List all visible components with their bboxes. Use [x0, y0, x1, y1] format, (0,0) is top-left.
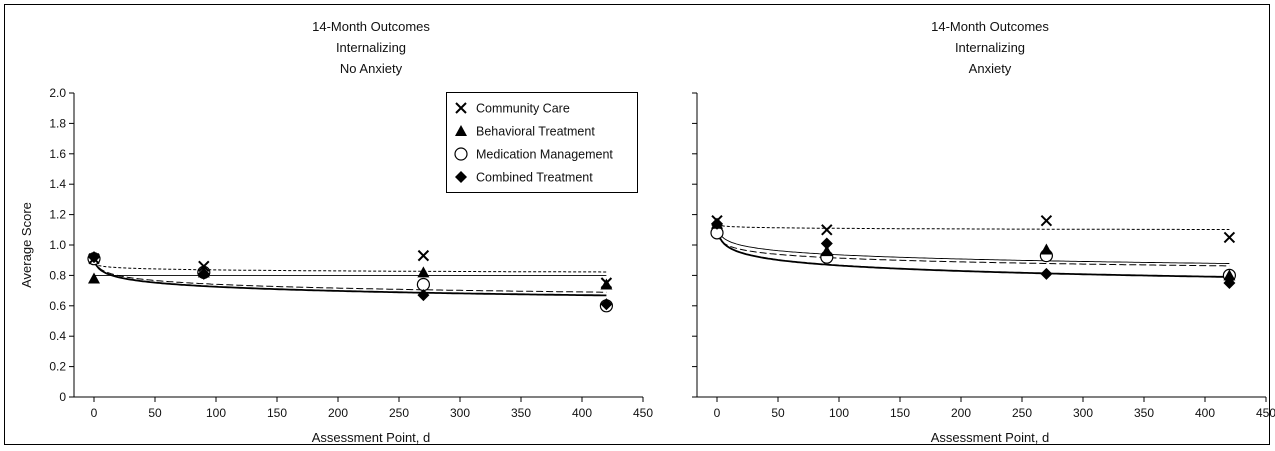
- data-point-x: [821, 224, 833, 236]
- y-tick-label: 1.2: [49, 208, 66, 222]
- data-point-triangle: [417, 266, 430, 278]
- legend-box: [446, 92, 638, 193]
- x-tick-label: 200: [951, 406, 971, 420]
- legend-marker-triangle: [455, 125, 467, 136]
- figure-frame: [4, 4, 1270, 445]
- data-point-circle: [416, 277, 430, 292]
- y-tick-label: 0.6: [49, 299, 66, 313]
- chart-panel-no-anxiety: 14-Month Outcomes Internalizing No Anxie…: [19, 19, 653, 445]
- x-tick-label: 150: [267, 406, 287, 420]
- x-tick-label: 350: [1134, 406, 1154, 420]
- x-tick-label: 50: [148, 406, 162, 420]
- x-tick-label: 50: [771, 406, 785, 420]
- data-point-diamond: [711, 217, 723, 230]
- y-axis-label: Average Score: [19, 202, 34, 288]
- x-tick-label: 0: [714, 406, 721, 420]
- y-tick-label: 1.8: [49, 116, 66, 130]
- chart-title-line-1: 14-Month Outcomes: [931, 19, 1049, 34]
- x-tick-label: 350: [511, 406, 531, 420]
- y-tick-label: 1.4: [49, 177, 66, 191]
- y-tick-label: 0.8: [49, 268, 66, 282]
- fit-line-diamond: [93, 258, 607, 297]
- legend-label: Combined Treatment: [476, 171, 593, 185]
- chart-title-line-3: No Anxiety: [340, 61, 403, 76]
- x-tick-label: 100: [829, 406, 849, 420]
- fit-line-circle: [716, 232, 1230, 267]
- x-tick-label: 300: [450, 406, 470, 420]
- data-point-x: [1223, 231, 1236, 244]
- data-point-x: [198, 260, 210, 272]
- y-tick-label: 2.0: [49, 86, 66, 100]
- data-point-diamond: [600, 298, 613, 311]
- data-point-diamond: [1223, 277, 1236, 289]
- chart-title-line-3: Anxiety: [969, 61, 1012, 76]
- fit-line-x: [716, 224, 1230, 230]
- legend-marker-x: [455, 102, 467, 114]
- y-tick-label: 0: [59, 390, 66, 404]
- x-tick-label: 100: [206, 406, 226, 420]
- legend-marker-circle: [454, 147, 468, 161]
- chart-title-line-2: Internalizing: [336, 40, 406, 55]
- x-axis-label: Assessment Point, d: [312, 430, 431, 445]
- y-tick-label: 1.6: [49, 147, 66, 161]
- data-point-diamond: [417, 289, 430, 302]
- chart-title-line-1: 14-Month Outcomes: [312, 19, 430, 34]
- fit-line-x: [93, 262, 607, 273]
- x-tick-label: 300: [1073, 406, 1093, 420]
- data-point-triangle: [1223, 269, 1236, 281]
- x-tick-label: 150: [890, 406, 910, 420]
- data-point-x: [417, 249, 430, 262]
- chart-title-line-2: Internalizing: [955, 40, 1025, 55]
- legend-label: Community Care: [476, 102, 570, 116]
- data-point-diamond: [1040, 267, 1053, 280]
- fit-line-triangle: [716, 226, 1230, 264]
- x-tick-label: 200: [328, 406, 348, 420]
- fit-line-diamond: [716, 228, 1230, 278]
- x-tick-label: 250: [1012, 406, 1032, 420]
- data-point-x: [1040, 214, 1053, 227]
- x-tick-label: 250: [389, 406, 409, 420]
- y-tick-label: 0.2: [49, 360, 66, 374]
- legend-marker-diamond: [455, 171, 467, 183]
- data-point-diamond: [820, 237, 833, 250]
- x-tick-label: 0: [91, 406, 98, 420]
- x-tick-label: 450: [1256, 406, 1275, 420]
- x-tick-label: 450: [633, 406, 653, 420]
- data-point-diamond: [88, 251, 100, 264]
- x-tick-label: 400: [572, 406, 592, 420]
- legend-label: Behavioral Treatment: [476, 125, 595, 139]
- legend: Community Care Behavioral Treatment Medica…: [446, 92, 638, 193]
- y-tick-label: 0.4: [49, 329, 66, 343]
- legend-label: Medication Management: [476, 148, 613, 162]
- data-point-triangle: [1040, 243, 1053, 255]
- x-tick-label: 400: [1195, 406, 1215, 420]
- y-tick-label: 1.0: [49, 238, 66, 252]
- x-axis-label: Assessment Point, d: [931, 430, 1050, 445]
- data-point-triangle: [820, 245, 833, 257]
- chart-panel-anxiety: 14-Month Outcomes Internalizing Anxiety …: [692, 19, 1275, 445]
- data-point-triangle: [88, 272, 100, 284]
- data-point-diamond: [197, 267, 210, 280]
- fit-line-circle: [93, 258, 607, 293]
- data-point-triangle: [600, 278, 613, 290]
